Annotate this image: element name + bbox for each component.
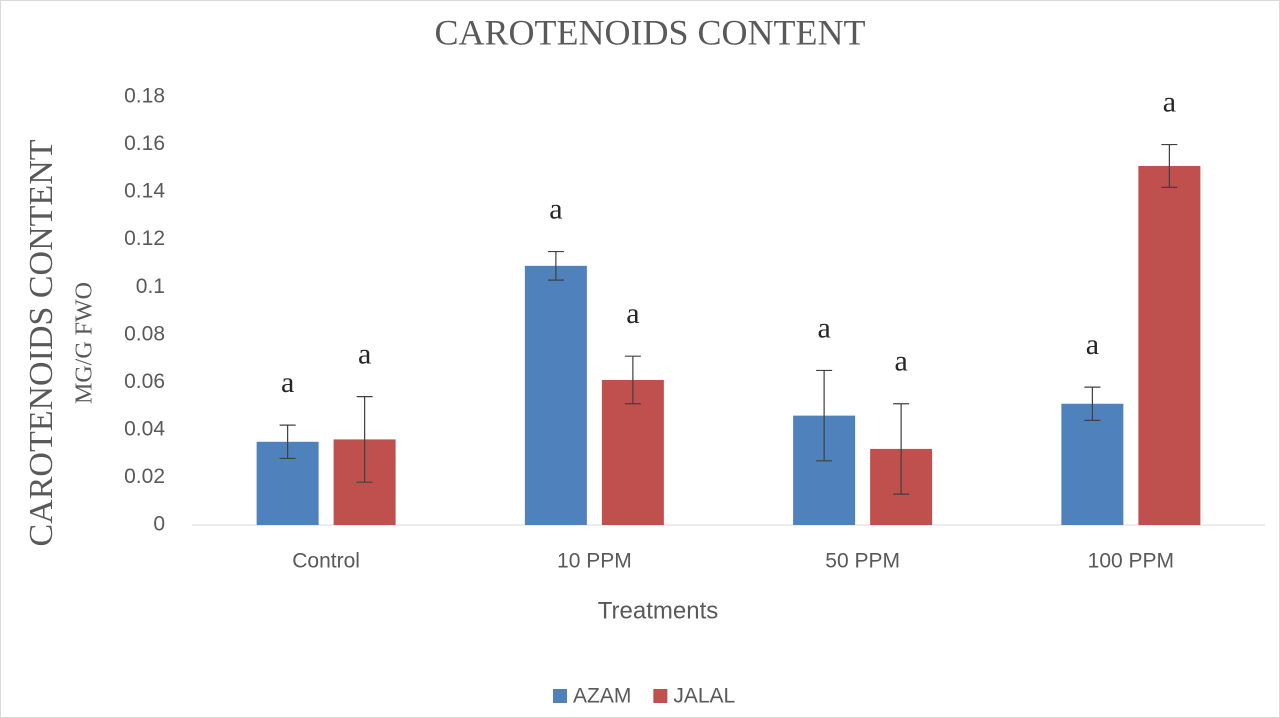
annotation: a <box>894 345 907 378</box>
bar <box>1061 403 1124 525</box>
legend-label: AZAM <box>573 685 631 708</box>
x-axis-label: Treatments <box>598 597 718 624</box>
bar <box>1138 165 1201 525</box>
y-tick-label: 0.02 <box>124 465 165 488</box>
y-tick-label: 0.08 <box>124 322 165 345</box>
annotation: a <box>817 311 830 344</box>
legend-swatch <box>553 689 567 703</box>
annotation: a <box>358 337 371 370</box>
y-tick-label: 0.14 <box>124 180 165 203</box>
x-tick-label: 50 PPM <box>825 550 900 573</box>
y-axis-sublabel: MG/G FWO <box>72 282 98 404</box>
y-tick-label: 0.16 <box>124 132 165 155</box>
y-tick-label: 0.18 <box>124 85 165 108</box>
annotation: a <box>1086 328 1099 361</box>
legend-label: JALAL <box>673 685 735 708</box>
y-axis-label: CAROTENOIDS CONTENT <box>23 139 60 546</box>
y-tick-label: 0.06 <box>124 370 165 393</box>
x-tick-label: 10 PPM <box>557 550 632 573</box>
annotation: a <box>626 297 639 330</box>
x-tick-label: 100 PPM <box>1088 550 1174 573</box>
y-tick-label: 0.1 <box>136 275 165 298</box>
y-tick-label: 0 <box>153 513 165 536</box>
x-tick-label: Control <box>292 550 360 573</box>
legend-swatch <box>653 689 668 703</box>
y-tick-label: 0.04 <box>124 417 165 440</box>
y-tick-label: 0.12 <box>124 227 165 250</box>
annotation: a <box>281 366 294 399</box>
bar <box>524 265 587 525</box>
annotation: a <box>1163 85 1176 118</box>
annotation: a <box>549 192 562 225</box>
chart-title: CAROTENOIDS CONTENT <box>435 12 866 52</box>
